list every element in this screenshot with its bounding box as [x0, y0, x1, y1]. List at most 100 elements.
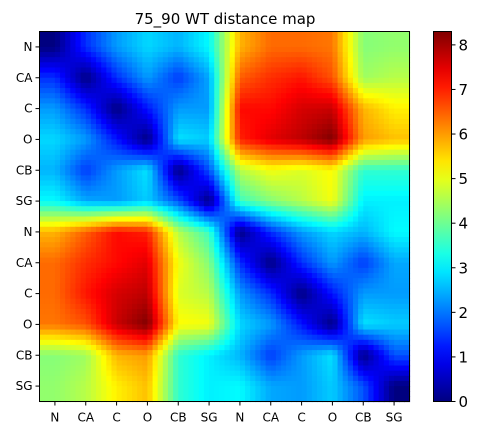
heatmap-cell — [342, 360, 349, 367]
heatmap-cell — [193, 41, 200, 48]
heatmap-cell — [301, 380, 308, 387]
heatmap-cell — [96, 211, 102, 218]
heatmap-cell — [152, 278, 159, 284]
heatmap-cell — [183, 67, 190, 74]
heatmap-cell — [239, 62, 246, 69]
heatmap-cell — [101, 118, 107, 125]
heatmap-cell — [178, 113, 184, 120]
heatmap-cell — [70, 72, 77, 79]
heatmap-cell — [106, 93, 113, 99]
heatmap-cell — [132, 118, 138, 125]
heatmap-cell — [383, 82, 390, 89]
heatmap-cell — [286, 257, 292, 264]
heatmap-cell — [157, 247, 164, 254]
heatmap-cell — [368, 46, 375, 53]
heatmap-cell — [404, 195, 411, 202]
heatmap-cell — [39, 67, 46, 74]
heatmap-cell — [250, 190, 256, 197]
heatmap-cell — [142, 31, 149, 38]
heatmap-cell — [260, 165, 267, 171]
heatmap-cell — [291, 375, 298, 382]
heatmap-cell — [342, 159, 349, 166]
heatmap-cell — [363, 72, 369, 79]
heatmap-cell — [291, 113, 298, 120]
heatmap-cell — [296, 185, 303, 192]
heatmap-cell — [388, 344, 395, 351]
heatmap-cell — [388, 380, 395, 387]
heatmap-cell — [193, 118, 200, 125]
heatmap-cell — [368, 211, 375, 218]
heatmap-cell — [70, 288, 77, 295]
heatmap-cell — [85, 344, 92, 351]
heatmap-cell — [255, 139, 262, 146]
heatmap-cell — [260, 52, 267, 58]
heatmap-cell — [111, 31, 118, 38]
heatmap-cell — [167, 319, 174, 326]
heatmap-cell — [142, 334, 149, 341]
heatmap-cell — [229, 67, 236, 74]
heatmap-cell — [378, 52, 385, 58]
heatmap-cell — [394, 267, 400, 274]
heatmap-cell — [85, 262, 92, 269]
heatmap-cell — [347, 355, 354, 361]
heatmap-cell — [121, 93, 128, 99]
heatmap-cell — [399, 380, 405, 387]
heatmap-cell — [296, 273, 303, 279]
heatmap-cell — [363, 278, 369, 284]
heatmap-cell — [80, 98, 87, 105]
heatmap-cell — [388, 77, 395, 84]
heatmap-cell — [54, 355, 61, 361]
heatmap-cell — [142, 195, 149, 202]
heatmap-cell — [317, 124, 323, 130]
heatmap-cell — [203, 41, 210, 48]
heatmap-cell — [214, 350, 220, 356]
heatmap-cell — [229, 36, 236, 43]
heatmap-cell — [106, 334, 113, 341]
heatmap-cell — [358, 103, 364, 110]
heatmap-cell — [65, 154, 71, 161]
heatmap-cell — [147, 380, 154, 387]
heatmap-cell — [399, 257, 405, 264]
heatmap-cell — [342, 77, 349, 84]
heatmap-cell — [188, 57, 195, 63]
heatmap-cell — [255, 380, 262, 387]
heatmap-cell — [203, 380, 210, 387]
heatmap-cell — [306, 190, 313, 197]
heatmap-cell — [147, 118, 154, 125]
heatmap-cell — [198, 350, 205, 356]
heatmap-cell — [378, 252, 385, 259]
heatmap-cell — [137, 231, 143, 238]
heatmap-cell — [101, 257, 107, 264]
heatmap-cell — [188, 370, 195, 377]
heatmap-cell — [137, 103, 143, 110]
heatmap-cell — [142, 93, 149, 99]
heatmap-cell — [219, 149, 226, 156]
heatmap-cell — [173, 334, 179, 341]
heatmap-cell — [265, 134, 272, 141]
heatmap-cell — [75, 170, 82, 176]
heatmap-cell — [65, 165, 71, 171]
heatmap-cell — [188, 124, 195, 130]
heatmap-cell — [383, 124, 390, 130]
heatmap-cell — [178, 195, 184, 202]
heatmap-cell — [101, 293, 107, 300]
heatmap-cell — [368, 339, 375, 346]
heatmap-cell — [214, 134, 220, 141]
heatmap-cell — [363, 67, 369, 74]
heatmap-cell — [173, 41, 179, 48]
heatmap-cell — [352, 93, 359, 99]
heatmap-cell — [245, 180, 251, 187]
heatmap-cell — [394, 134, 400, 141]
heatmap-cell — [373, 139, 380, 146]
heatmap-cell — [193, 103, 200, 110]
heatmap-cell — [39, 355, 46, 361]
heatmap-cell — [121, 82, 128, 89]
heatmap-cell — [142, 170, 149, 176]
heatmap-cell — [378, 72, 385, 79]
heatmap-cell — [178, 82, 184, 89]
heatmap-cell — [327, 360, 334, 367]
heatmap-cell — [229, 329, 236, 336]
heatmap-cell — [178, 242, 184, 248]
heatmap-cell — [270, 201, 277, 207]
heatmap-cell — [332, 41, 339, 48]
